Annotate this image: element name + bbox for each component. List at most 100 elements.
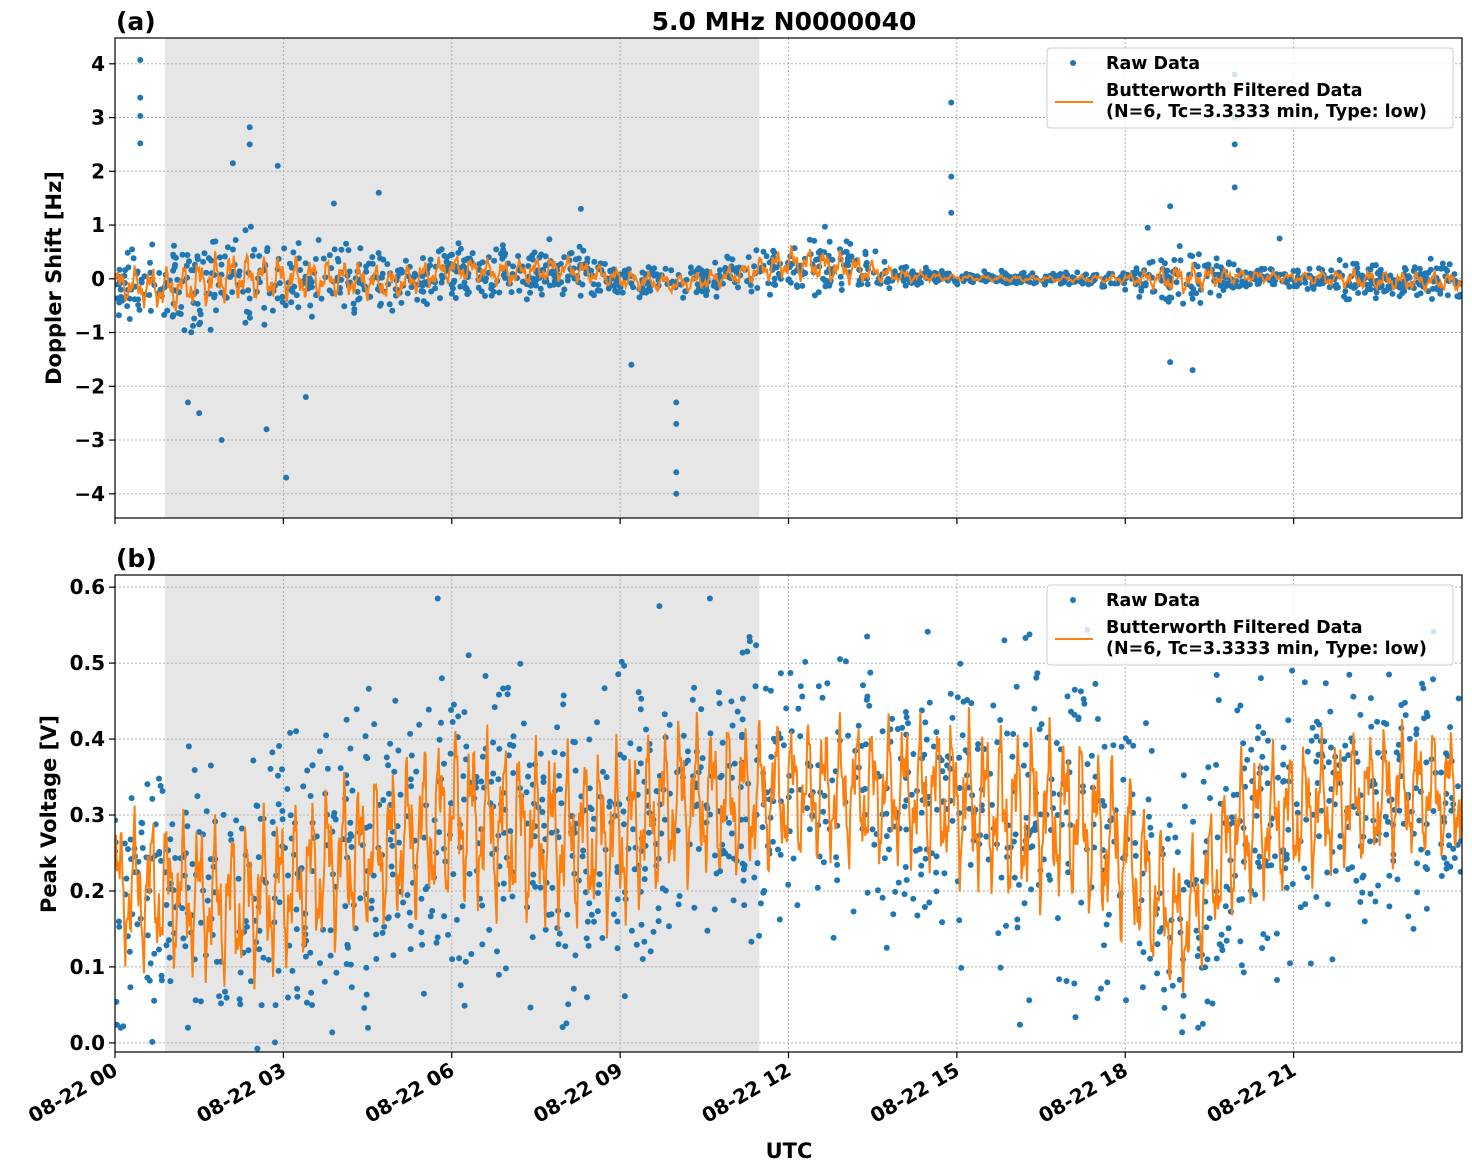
- raw-data-point: [1280, 778, 1287, 785]
- raw-data-point: [1405, 273, 1412, 280]
- raw-data-point: [1395, 741, 1402, 748]
- raw-data-point: [448, 281, 455, 288]
- raw-data-point: [628, 927, 635, 934]
- raw-data-point: [1014, 924, 1021, 931]
- raw-data-point: [1016, 881, 1022, 888]
- raw-data-point: [338, 246, 345, 253]
- raw-data-point: [806, 236, 813, 243]
- raw-data-point: [1313, 733, 1320, 740]
- raw-data-point: [1325, 759, 1332, 766]
- raw-data-outlier: [184, 1024, 191, 1031]
- raw-data-point: [457, 283, 464, 290]
- raw-data-point: [501, 252, 508, 259]
- raw-data-point: [463, 743, 470, 750]
- raw-data-point: [643, 289, 650, 296]
- raw-data-point: [826, 238, 833, 245]
- raw-data-outlier: [1189, 367, 1196, 374]
- raw-data-point: [869, 826, 876, 833]
- raw-data-point: [1045, 872, 1052, 879]
- raw-data-point: [1293, 801, 1300, 808]
- raw-data-point: [1169, 982, 1176, 989]
- y-tick-label: 0.3: [70, 803, 105, 827]
- raw-data-point: [641, 938, 648, 945]
- raw-data-point: [1179, 1029, 1186, 1036]
- raw-data-point: [1256, 853, 1263, 860]
- raw-data-point: [1054, 915, 1061, 922]
- raw-data-point: [1423, 709, 1430, 716]
- raw-data-point: [151, 997, 158, 1004]
- raw-data-point: [958, 964, 965, 971]
- raw-data-point: [1309, 724, 1316, 731]
- raw-data-point: [460, 263, 467, 269]
- raw-data-point: [539, 809, 546, 815]
- raw-data-point: [1350, 693, 1357, 700]
- raw-data-point: [757, 900, 764, 907]
- raw-data-point: [350, 300, 357, 307]
- raw-data-point: [1223, 883, 1230, 890]
- raw-data-point: [1430, 808, 1437, 814]
- raw-data-point: [312, 256, 319, 262]
- raw-data-point: [407, 946, 414, 953]
- y-tick-label: 1: [91, 213, 105, 237]
- raw-data-point: [994, 739, 1001, 746]
- raw-data-point: [654, 271, 661, 278]
- raw-data-point: [562, 943, 569, 950]
- raw-data-point: [540, 779, 547, 785]
- raw-data-point: [1355, 290, 1362, 296]
- raw-data-point: [879, 894, 886, 901]
- raw-data-point: [1308, 737, 1315, 744]
- raw-data-point: [189, 861, 196, 867]
- raw-data-point: [183, 262, 190, 269]
- raw-data-outlier: [1276, 235, 1283, 242]
- raw-data-point: [998, 874, 1005, 881]
- raw-data-point: [901, 264, 907, 271]
- raw-data-point: [1146, 813, 1152, 820]
- raw-data-point: [170, 312, 177, 319]
- raw-data-point: [874, 887, 881, 894]
- raw-data-point: [1132, 852, 1139, 859]
- raw-data-point: [216, 254, 223, 261]
- y-tick-label: 2: [91, 159, 105, 183]
- raw-data-point: [272, 1002, 279, 1009]
- raw-data-point: [923, 736, 930, 743]
- raw-data-point: [347, 819, 354, 826]
- raw-data-point: [496, 289, 503, 296]
- raw-data-point: [892, 888, 899, 895]
- raw-data-point: [638, 921, 645, 928]
- raw-data-point: [997, 964, 1004, 971]
- raw-data-point: [438, 675, 445, 682]
- raw-data-point: [1307, 960, 1314, 967]
- raw-data-point: [538, 291, 545, 298]
- raw-data-point: [309, 1002, 315, 1008]
- raw-data-point: [290, 249, 297, 256]
- raw-data-point: [246, 295, 253, 302]
- raw-data-point: [457, 982, 464, 989]
- raw-data-point: [1289, 667, 1296, 674]
- raw-data-point: [586, 900, 593, 907]
- raw-data-point: [1206, 915, 1213, 922]
- raw-data-point: [455, 240, 462, 247]
- raw-data-point: [995, 930, 1002, 937]
- raw-data-point: [331, 246, 338, 253]
- raw-data-point: [754, 860, 761, 867]
- raw-data-point: [814, 884, 821, 891]
- raw-data-point: [1202, 849, 1209, 856]
- raw-data-outlier: [1167, 359, 1174, 366]
- raw-data-point: [922, 855, 929, 862]
- raw-data-point: [863, 696, 870, 703]
- raw-data-point: [1031, 705, 1038, 712]
- raw-data-point: [960, 698, 967, 705]
- raw-data-point: [224, 244, 231, 251]
- raw-data-point: [227, 831, 234, 837]
- raw-data-point: [554, 724, 561, 731]
- panel-b-label: (b): [116, 544, 157, 573]
- raw-data-point: [1375, 749, 1381, 756]
- raw-data-point: [675, 901, 682, 908]
- raw-data-point: [643, 726, 649, 733]
- raw-data-point: [1319, 278, 1326, 285]
- raw-data-point: [1251, 847, 1258, 854]
- raw-data-point: [223, 994, 230, 1001]
- raw-data-point: [619, 289, 626, 296]
- raw-data-point: [129, 246, 136, 253]
- raw-data-point: [182, 943, 189, 950]
